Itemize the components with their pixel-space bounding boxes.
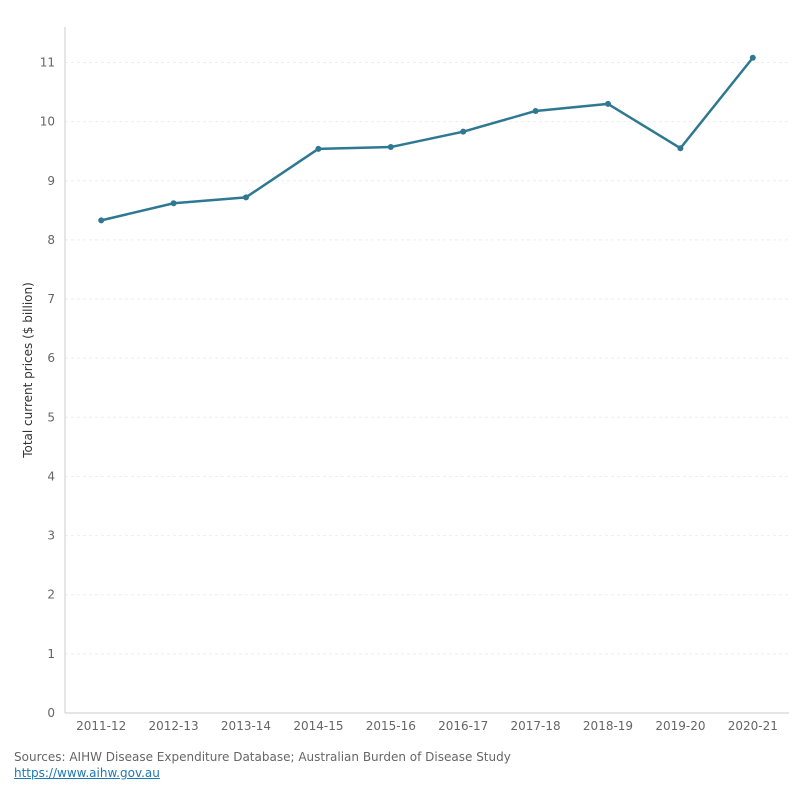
gridlines — [65, 61, 789, 655]
footer: Sources: AIHW Disease Expenditure Databa… — [14, 749, 511, 781]
y-tick-label: 10 — [40, 115, 55, 129]
y-tick-label: 3 — [47, 529, 55, 543]
data-point[interactable] — [315, 145, 322, 152]
x-tick-label: 2016-17 — [438, 719, 488, 733]
data-point[interactable] — [243, 194, 249, 201]
line-chart: 0 1 2 3 4 5 6 7 8 9 10 11 2011-12 2012-13 2013-14 2014… — [21, 27, 789, 733]
y-tick-label: 8 — [47, 233, 55, 247]
series — [98, 54, 756, 224]
series-line — [100, 56, 754, 222]
data-point[interactable] — [677, 145, 684, 152]
data-point[interactable] — [532, 107, 539, 114]
y-tick-label: 2 — [47, 588, 55, 602]
y-axis-title: Total current prices ($ billion) — [21, 282, 35, 459]
y-tick-label: 4 — [47, 469, 55, 483]
x-tick-label: 2014-15 — [293, 719, 343, 733]
y-tick-label: 11 — [40, 55, 55, 69]
data-point[interactable] — [387, 144, 394, 151]
x-tick-labels: 2011-12 2012-13 2013-14 2014-15 2015-16 2016-… — [76, 719, 778, 733]
y-tick-label: 1 — [47, 647, 55, 661]
axes — [64, 27, 789, 714]
y-tick-label: 5 — [47, 410, 55, 424]
y-tick-label: 0 — [47, 706, 55, 720]
data-point[interactable] — [605, 100, 611, 107]
data-point[interactable] — [460, 128, 467, 135]
x-tick-label: 2017-18 — [511, 719, 561, 733]
x-tick-label: 2011-12 — [76, 719, 126, 733]
x-tick-label: 2020-21 — [728, 719, 778, 733]
x-tick-label: 2015-16 — [366, 719, 416, 733]
y-tick-label: 6 — [47, 351, 55, 365]
data-point[interactable] — [749, 54, 756, 61]
data-point[interactable] — [170, 200, 177, 207]
y-tick-label: 9 — [47, 174, 55, 188]
sources-text: Sources: AIHW Disease Expenditure Databa… — [14, 750, 511, 764]
x-tick-label: 2018-19 — [583, 719, 633, 733]
data-point[interactable] — [98, 217, 105, 224]
y-tick-label: 7 — [47, 292, 55, 306]
aihw-link[interactable]: https://www.aihw.gov.au — [14, 766, 160, 780]
x-tick-label: 2013-14 — [221, 719, 271, 733]
x-tick-label: 2012-13 — [149, 719, 199, 733]
y-tick-labels: 0 1 2 3 4 5 6 7 8 9 10 11 — [40, 55, 55, 720]
x-tick-label: 2019-20 — [655, 719, 705, 733]
